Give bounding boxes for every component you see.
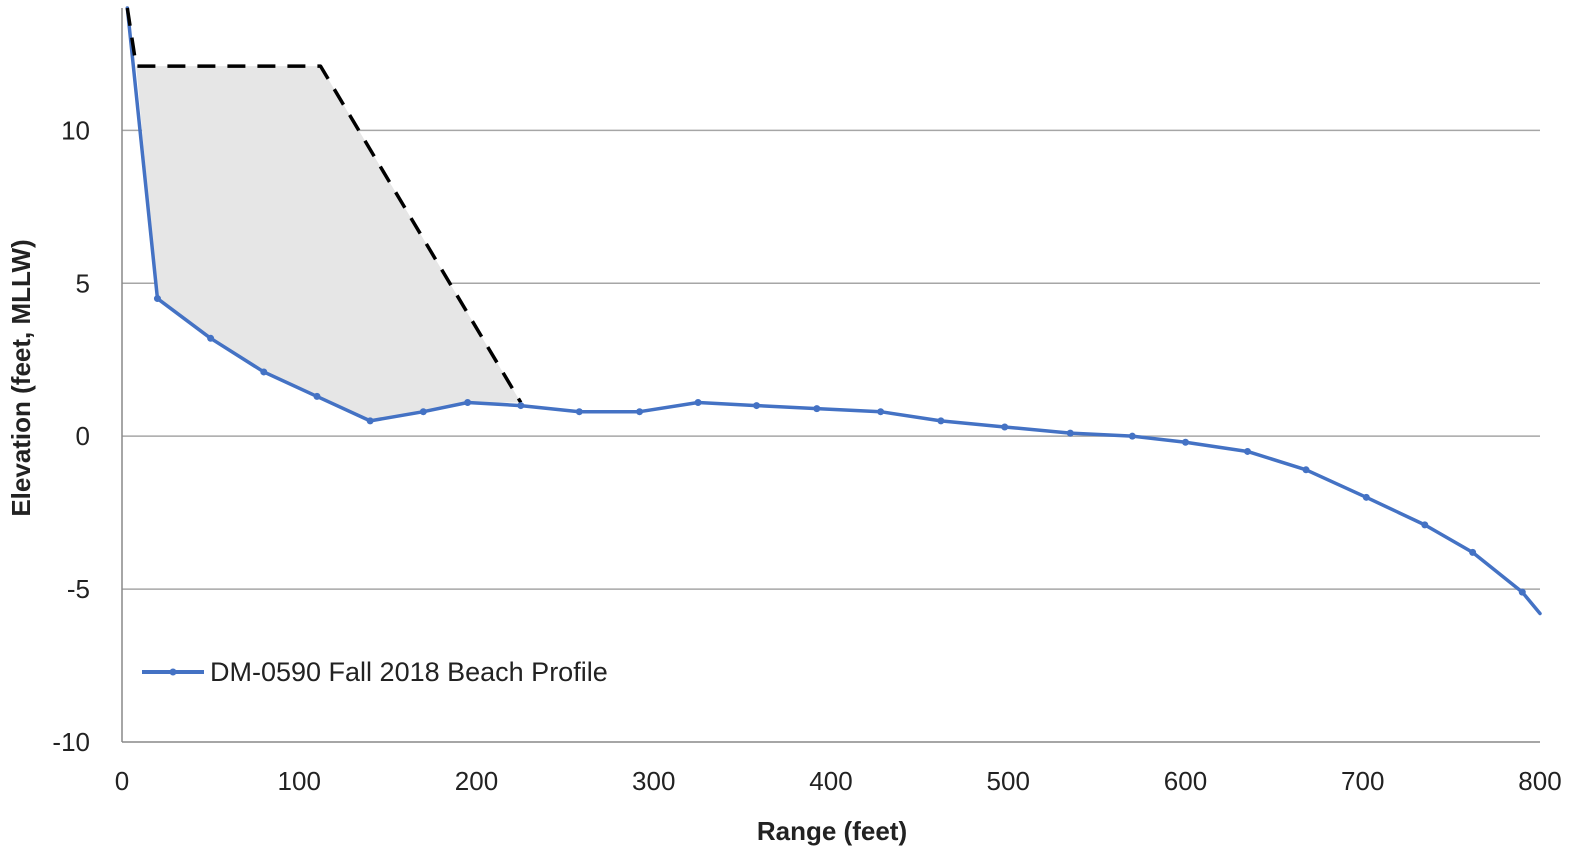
- x-tick-label: 200: [455, 766, 498, 796]
- series-marker: [1001, 423, 1009, 431]
- series-marker: [419, 408, 427, 416]
- series-marker: [937, 417, 945, 425]
- x-tick-label: 500: [987, 766, 1030, 796]
- series-marker: [207, 334, 215, 342]
- series-marker: [366, 417, 374, 425]
- y-tick-label: -10: [52, 727, 90, 757]
- series-marker: [694, 399, 702, 407]
- series-marker: [636, 408, 644, 416]
- series-marker: [464, 399, 472, 407]
- legend: DM-0590 Fall 2018 Beach Profile: [142, 657, 608, 687]
- legend-swatch-marker: [169, 668, 177, 676]
- y-tick-label: 10: [61, 115, 90, 145]
- x-tick-label: 600: [1164, 766, 1207, 796]
- axes: [121, 8, 1540, 743]
- series-marker: [1362, 493, 1370, 501]
- design-template-fill: [136, 66, 521, 421]
- x-axis-title: Range (feet): [757, 816, 907, 846]
- series-marker: [260, 368, 268, 376]
- legend-label: DM-0590 Fall 2018 Beach Profile: [210, 657, 608, 687]
- y-tick-label: 0: [76, 421, 90, 451]
- series-marker: [1421, 521, 1429, 529]
- series-marker: [1066, 429, 1074, 437]
- series-marker: [313, 392, 321, 400]
- series-marker: [1128, 432, 1136, 440]
- series-marker: [153, 295, 161, 303]
- series-marker: [1244, 447, 1252, 455]
- shaded-area: [136, 66, 521, 421]
- design-template-dashed-line: [125, 7, 523, 404]
- y-axis-title: Elevation (feet, MLLW): [6, 239, 36, 516]
- series-marker: [1302, 466, 1310, 474]
- y-tick-label: 5: [76, 268, 90, 298]
- series-marker: [813, 405, 821, 413]
- x-tick-label: 100: [278, 766, 321, 796]
- x-tick-label: 300: [632, 766, 675, 796]
- x-tick-label: 700: [1341, 766, 1384, 796]
- x-tick-label: 400: [809, 766, 852, 796]
- series-marker: [1469, 548, 1477, 556]
- series-marker: [575, 408, 583, 416]
- series-marker: [1182, 438, 1189, 446]
- x-tick-label: 0: [115, 766, 129, 796]
- series-marker: [517, 402, 525, 410]
- series-markers: [153, 295, 1526, 596]
- y-tick-label: -5: [67, 574, 90, 604]
- series-marker: [877, 408, 885, 416]
- tick-labels: 0 100 200 300 400 500 600 700 800 10 5 0 -5 -10: [52, 115, 1561, 796]
- series-marker: [753, 402, 761, 410]
- series-marker: [1518, 588, 1526, 596]
- x-tick-label: 800: [1518, 766, 1561, 796]
